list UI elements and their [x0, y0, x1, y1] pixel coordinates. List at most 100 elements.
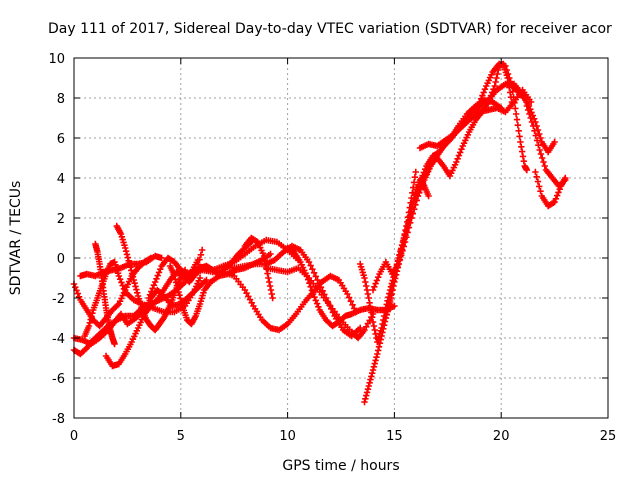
data-point [371, 360, 378, 367]
data-point [502, 62, 509, 70]
data-point [369, 366, 377, 374]
data-point [414, 192, 422, 200]
x-tick-label: 15 [386, 429, 403, 444]
data-point [310, 269, 318, 276]
data-point [171, 272, 178, 280]
data-point [150, 282, 158, 289]
data-point [376, 340, 384, 347]
data-point [175, 288, 182, 296]
data-point [74, 290, 82, 297]
data-point [380, 322, 388, 329]
y-tick-label: -2 [52, 292, 65, 307]
data-point [393, 268, 401, 275]
data-point [409, 210, 416, 217]
data-point [392, 275, 399, 282]
data-point [403, 228, 410, 235]
data-point [265, 274, 272, 282]
data-point [537, 188, 544, 195]
chart-title: Day 111 of 2017, Sidereal Day-to-day VTE… [48, 21, 612, 37]
data-point [154, 272, 161, 279]
data-point [316, 280, 323, 287]
data-point [178, 298, 185, 305]
data-point [417, 185, 424, 192]
data-point [390, 282, 397, 290]
data-point [387, 294, 395, 302]
data-point [366, 299, 373, 306]
data-point [309, 266, 316, 273]
data-point [518, 148, 526, 155]
data-point [396, 257, 403, 264]
series-points [220, 242, 364, 340]
data-point [363, 286, 371, 294]
data-point [129, 273, 137, 280]
data-point [539, 154, 546, 162]
data-point [513, 116, 521, 123]
data-point [527, 114, 534, 122]
data-point [373, 354, 380, 361]
data-point [369, 286, 377, 294]
data-point [196, 274, 204, 282]
data-point [363, 392, 370, 399]
data-point [551, 138, 558, 146]
data-point [127, 264, 134, 271]
data-point [523, 102, 531, 110]
data-point [537, 134, 544, 142]
data-point [410, 206, 418, 213]
data-point [308, 287, 316, 294]
data-point [85, 322, 93, 330]
y-tick-label: -8 [52, 412, 65, 427]
data-point [125, 257, 132, 264]
data-point [122, 248, 130, 255]
data-point [518, 143, 525, 150]
data-point [385, 305, 392, 312]
data-point [489, 89, 496, 96]
data-point [315, 303, 322, 310]
data-point [493, 74, 500, 82]
data-point [198, 246, 206, 254]
data-point [319, 287, 326, 294]
data-point [398, 250, 405, 257]
data-point [541, 162, 548, 170]
data-point [412, 201, 419, 208]
data-point [503, 66, 510, 74]
data-point [368, 309, 375, 316]
data-point [383, 311, 390, 318]
data-point [368, 370, 376, 377]
data-point [480, 89, 487, 96]
series-points [408, 60, 516, 222]
data-point [361, 274, 368, 282]
data-point [536, 183, 543, 190]
y-tick-label: 0 [57, 252, 65, 267]
axes: 0 5 10 15 20 25 -8 -6 -4 -2 0 2 4 6 8 10 [48, 52, 616, 444]
data-point [87, 316, 94, 323]
x-tick-label: 5 [177, 429, 185, 444]
data-point [203, 276, 210, 284]
data-point [519, 153, 527, 160]
data-point [392, 271, 400, 278]
data-point [367, 376, 374, 383]
data-point [172, 279, 180, 286]
data-point [380, 325, 387, 332]
data-point [477, 95, 485, 102]
data-point [266, 278, 273, 286]
series-points [92, 240, 118, 348]
data-point [119, 282, 126, 289]
data-point [312, 297, 319, 304]
data-point [368, 314, 376, 321]
data-point [75, 293, 83, 300]
x-axis-label: GPS time / hours [282, 458, 399, 474]
data-point [126, 260, 133, 268]
data-point [345, 294, 353, 301]
series-points [198, 266, 360, 334]
data-point [504, 70, 512, 78]
data-point [386, 298, 394, 306]
data-point [512, 110, 520, 118]
data-point [534, 178, 542, 185]
data-point [264, 270, 271, 277]
x-tick-label: 25 [600, 429, 617, 444]
data-point [537, 150, 545, 158]
data-point [389, 286, 396, 294]
plot-frame [73, 57, 609, 419]
data-point [528, 118, 536, 126]
data-point [116, 276, 124, 283]
